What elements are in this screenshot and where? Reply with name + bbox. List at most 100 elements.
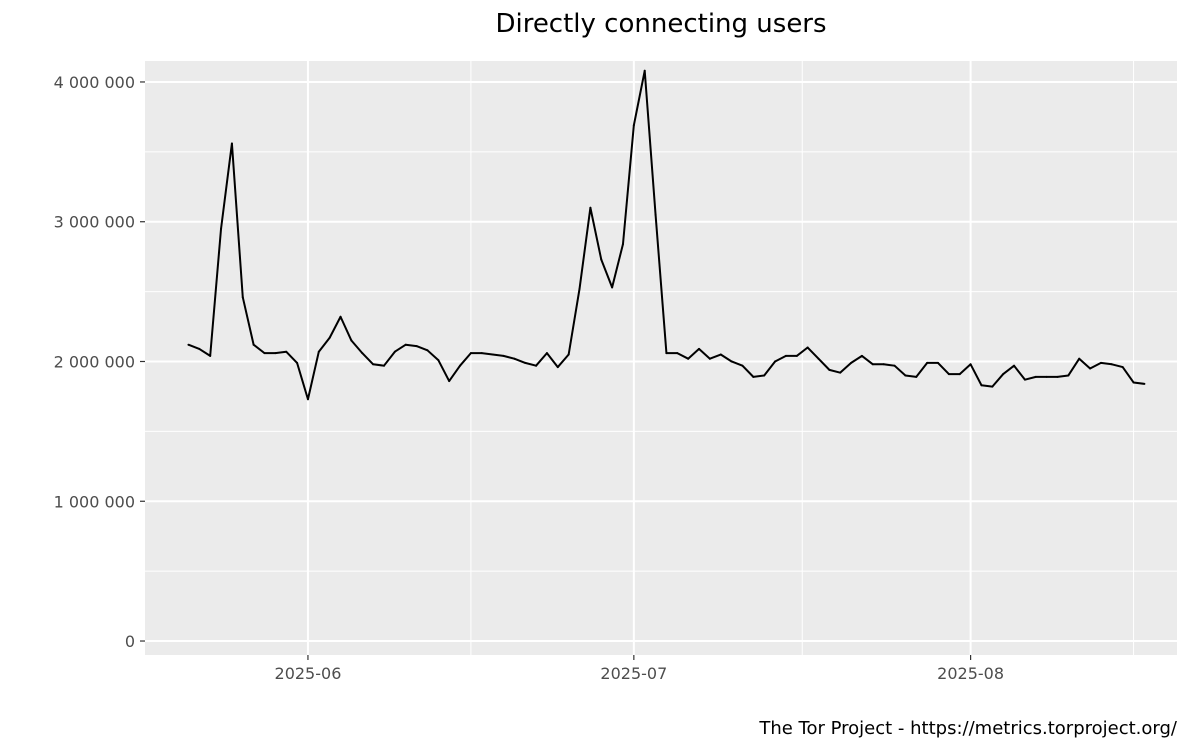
data-point xyxy=(524,361,527,364)
data-point xyxy=(339,315,342,318)
data-point xyxy=(1045,375,1048,378)
x-tick-label: 2025-07 xyxy=(600,664,667,683)
data-point xyxy=(372,363,375,366)
data-point xyxy=(947,373,950,376)
x-tick-label: 2025-06 xyxy=(275,664,342,683)
y-axis: 0 1 000 000 2 000 000 3 000 000 4 000 000 xyxy=(54,73,145,651)
data-point xyxy=(545,352,548,355)
data-point xyxy=(1034,375,1037,378)
data-point xyxy=(991,385,994,388)
data-point xyxy=(437,359,440,362)
y-tick-label: 2 000 000 xyxy=(54,352,135,371)
data-point xyxy=(296,361,299,364)
data-point xyxy=(198,347,201,350)
data-point xyxy=(1089,367,1092,370)
y-tick-label: 0 xyxy=(125,632,135,651)
data-point xyxy=(426,349,429,352)
data-point xyxy=(567,353,570,356)
data-point xyxy=(860,354,863,357)
series-points xyxy=(187,69,1146,401)
data-point xyxy=(817,357,820,360)
data-point xyxy=(926,361,929,364)
data-point xyxy=(774,360,777,363)
data-point xyxy=(502,354,505,357)
data-point xyxy=(230,142,233,145)
data-point xyxy=(698,347,701,350)
data-point xyxy=(459,364,462,367)
data-point xyxy=(361,352,364,355)
data-point xyxy=(448,380,451,383)
data-point xyxy=(1099,361,1102,364)
data-point xyxy=(882,363,885,366)
data-point xyxy=(328,336,331,339)
data-point xyxy=(893,364,896,367)
y-tick-label: 4 000 000 xyxy=(54,73,135,92)
data-point xyxy=(676,352,679,355)
data-point xyxy=(382,364,385,367)
plot-panel xyxy=(145,61,1177,655)
data-point xyxy=(1013,364,1016,367)
chart-caption: The Tor Project - https://metrics.torpro… xyxy=(758,718,1178,739)
data-point xyxy=(513,357,516,360)
data-point xyxy=(665,352,668,355)
data-point xyxy=(958,373,961,376)
data-point xyxy=(828,368,831,371)
data-point xyxy=(632,124,635,127)
data-point xyxy=(730,360,733,363)
data-point xyxy=(1078,357,1081,360)
data-point xyxy=(763,374,766,377)
data-point xyxy=(220,227,223,230)
data-point xyxy=(578,287,581,290)
data-point xyxy=(241,296,244,299)
data-point xyxy=(1067,374,1070,377)
data-point xyxy=(1002,373,1005,376)
data-point xyxy=(209,354,212,357)
data-point xyxy=(252,343,255,346)
data-point xyxy=(1023,378,1026,381)
data-point xyxy=(317,350,320,353)
data-point xyxy=(980,384,983,387)
data-point xyxy=(752,375,755,378)
data-point xyxy=(1121,366,1124,369)
y-tick-label: 3 000 000 xyxy=(54,213,135,232)
data-point xyxy=(491,353,494,356)
data-point xyxy=(969,363,972,366)
x-tick-label: 2025-08 xyxy=(937,664,1004,683)
data-point xyxy=(806,346,809,349)
data-point xyxy=(719,353,722,356)
data-point xyxy=(654,213,657,216)
data-point xyxy=(306,398,309,401)
data-point xyxy=(187,343,190,346)
data-point xyxy=(611,286,614,289)
data-point xyxy=(741,364,744,367)
data-point xyxy=(1110,363,1113,366)
data-point xyxy=(480,352,483,355)
data-point xyxy=(621,243,624,246)
data-point xyxy=(1056,375,1059,378)
data-point xyxy=(708,357,711,360)
data-point xyxy=(915,375,918,378)
data-point xyxy=(850,361,853,364)
chart-title: Directly connecting users xyxy=(495,9,826,39)
data-point xyxy=(784,354,787,357)
data-point xyxy=(1132,381,1135,384)
data-point xyxy=(285,350,288,353)
data-point xyxy=(904,374,907,377)
data-point xyxy=(404,343,407,346)
data-point xyxy=(556,366,559,369)
data-point xyxy=(839,371,842,374)
data-point xyxy=(350,339,353,342)
data-point xyxy=(937,361,940,364)
data-point xyxy=(263,352,266,355)
data-point xyxy=(687,357,690,360)
major-gridlines xyxy=(145,61,1177,655)
data-point xyxy=(1143,382,1146,385)
data-point xyxy=(274,352,277,355)
data-point xyxy=(535,364,538,367)
data-point xyxy=(415,345,418,348)
data-point xyxy=(469,352,472,355)
y-tick-label: 1 000 000 xyxy=(54,492,135,511)
x-axis: 2025-06 2025-07 2025-08 xyxy=(275,655,1004,683)
data-point xyxy=(589,206,592,209)
